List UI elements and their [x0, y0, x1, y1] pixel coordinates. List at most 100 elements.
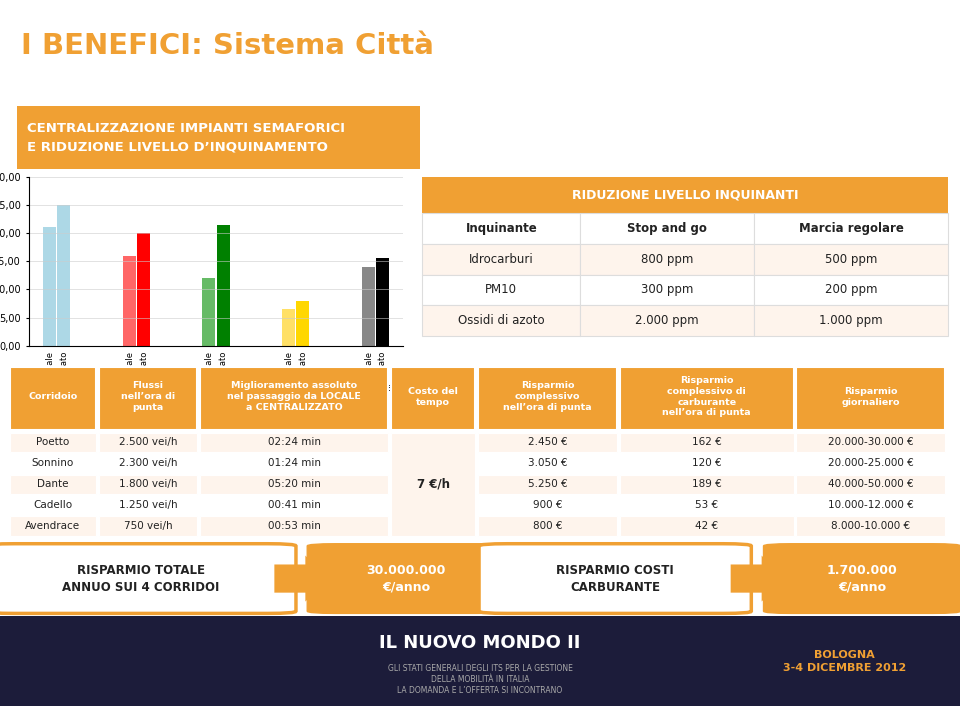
- Text: BOLOGNA
3-4 DICEMBRE 2012: BOLOGNA 3-4 DICEMBRE 2012: [783, 650, 906, 673]
- Text: Dante: Dante: [201, 383, 231, 393]
- Text: 02:24 min: 02:24 min: [268, 438, 321, 448]
- FancyBboxPatch shape: [478, 454, 617, 473]
- Text: Marcia regolare: Marcia regolare: [799, 222, 903, 235]
- Text: 5.250 €: 5.250 €: [528, 479, 567, 489]
- FancyBboxPatch shape: [422, 176, 948, 213]
- Text: 800 ppm: 800 ppm: [641, 253, 693, 265]
- Text: 00:41 min: 00:41 min: [268, 500, 321, 510]
- Text: Costo del
tempo: Costo del tempo: [408, 387, 458, 407]
- FancyBboxPatch shape: [797, 517, 945, 536]
- FancyBboxPatch shape: [479, 544, 752, 614]
- Bar: [58, 205, 70, 346]
- FancyBboxPatch shape: [620, 474, 794, 493]
- FancyBboxPatch shape: [797, 474, 945, 493]
- Text: 1.700.000
€/anno: 1.700.000 €/anno: [827, 563, 898, 594]
- FancyBboxPatch shape: [99, 366, 198, 430]
- FancyBboxPatch shape: [478, 474, 617, 493]
- FancyBboxPatch shape: [201, 366, 388, 430]
- Text: Sonnino: Sonnino: [115, 383, 157, 393]
- FancyBboxPatch shape: [0, 616, 960, 706]
- Text: Risparmio
complessivo
nell’ora di punta: Risparmio complessivo nell’ora di punta: [503, 381, 592, 412]
- FancyBboxPatch shape: [580, 244, 754, 275]
- FancyBboxPatch shape: [580, 275, 754, 305]
- FancyBboxPatch shape: [754, 213, 948, 244]
- Text: 40.000-50.000 €: 40.000-50.000 €: [828, 479, 913, 489]
- FancyBboxPatch shape: [201, 474, 388, 493]
- Bar: [123, 256, 135, 346]
- FancyBboxPatch shape: [99, 496, 198, 515]
- FancyBboxPatch shape: [10, 496, 96, 515]
- FancyBboxPatch shape: [797, 366, 945, 430]
- FancyBboxPatch shape: [391, 366, 475, 430]
- Text: 500 ppm: 500 ppm: [825, 253, 877, 265]
- Text: 2.500 vei/h: 2.500 vei/h: [119, 438, 178, 448]
- Text: 1.250 vei/h: 1.250 vei/h: [119, 500, 178, 510]
- Text: Miglioramento assoluto
nel passaggio da LOCALE
a CENTRALIZZATO: Miglioramento assoluto nel passaggio da …: [228, 381, 361, 412]
- Text: 750 vei/h: 750 vei/h: [124, 521, 173, 531]
- Text: 162 €: 162 €: [692, 438, 722, 448]
- Text: Idrocarburi: Idrocarburi: [468, 253, 534, 265]
- FancyBboxPatch shape: [0, 544, 296, 614]
- Text: 120 €: 120 €: [692, 458, 722, 468]
- Text: Poetto: Poetto: [40, 383, 73, 393]
- FancyBboxPatch shape: [754, 244, 948, 275]
- FancyBboxPatch shape: [99, 517, 198, 536]
- FancyBboxPatch shape: [797, 496, 945, 515]
- FancyBboxPatch shape: [620, 517, 794, 536]
- FancyBboxPatch shape: [201, 517, 388, 536]
- Text: 900 €: 900 €: [533, 500, 563, 510]
- Text: 01:24 min: 01:24 min: [268, 458, 321, 468]
- FancyBboxPatch shape: [201, 496, 388, 515]
- FancyBboxPatch shape: [478, 366, 617, 430]
- Text: GLI STATI GENERALI DEGLI ITS PER LA GESTIONE
DELLA MOBILITÀ IN ITALIA
LA DOMANDA: GLI STATI GENERALI DEGLI ITS PER LA GEST…: [388, 664, 572, 695]
- Text: RIDUZIONE LIVELLO INQUINANTI: RIDUZIONE LIVELLO INQUINANTI: [572, 189, 799, 201]
- FancyBboxPatch shape: [580, 213, 754, 244]
- Text: 10.000-12.000 €: 10.000-12.000 €: [828, 500, 913, 510]
- Bar: [376, 258, 389, 346]
- FancyBboxPatch shape: [99, 433, 198, 452]
- Text: Flussi
nell’ora di
punta: Flussi nell’ora di punta: [121, 381, 175, 412]
- Text: 300 ppm: 300 ppm: [641, 283, 693, 297]
- Text: Poetto: Poetto: [36, 438, 69, 448]
- Text: 42 €: 42 €: [695, 521, 718, 531]
- Bar: [282, 309, 295, 346]
- Text: 00:53 min: 00:53 min: [268, 521, 321, 531]
- FancyBboxPatch shape: [478, 433, 617, 452]
- Text: 2.300 vei/h: 2.300 vei/h: [119, 458, 178, 468]
- Text: CENTRALIZZAZIONE IMPIANTI SEMAFORICI
E RIDUZIONE LIVELLO D’INQUINAMENTO: CENTRALIZZAZIONE IMPIANTI SEMAFORICI E R…: [27, 122, 346, 153]
- FancyBboxPatch shape: [620, 454, 794, 473]
- Text: Corridoio: Corridoio: [28, 393, 78, 401]
- FancyBboxPatch shape: [797, 433, 945, 452]
- Text: 7 €/h: 7 €/h: [417, 478, 449, 491]
- Text: 1.800 vei/h: 1.800 vei/h: [119, 479, 178, 489]
- FancyBboxPatch shape: [620, 496, 794, 515]
- Text: Stop and go: Stop and go: [627, 222, 707, 235]
- FancyBboxPatch shape: [10, 433, 96, 452]
- FancyBboxPatch shape: [797, 454, 945, 473]
- Text: Cadello: Cadello: [34, 500, 72, 510]
- FancyBboxPatch shape: [422, 305, 580, 335]
- Text: Avendrace: Avendrace: [25, 521, 81, 531]
- FancyBboxPatch shape: [754, 305, 948, 335]
- FancyBboxPatch shape: [307, 544, 504, 614]
- FancyBboxPatch shape: [754, 275, 948, 305]
- Text: 1.000 ppm: 1.000 ppm: [819, 313, 883, 327]
- FancyBboxPatch shape: [391, 433, 475, 536]
- FancyBboxPatch shape: [580, 305, 754, 335]
- Bar: [203, 278, 215, 346]
- Text: 20.000-30.000 €: 20.000-30.000 €: [828, 438, 913, 448]
- FancyBboxPatch shape: [17, 106, 420, 169]
- FancyBboxPatch shape: [422, 213, 580, 244]
- Text: 53 €: 53 €: [695, 500, 718, 510]
- FancyBboxPatch shape: [422, 244, 580, 275]
- FancyBboxPatch shape: [620, 366, 794, 430]
- Text: Ossidi di azoto: Ossidi di azoto: [458, 313, 544, 327]
- FancyBboxPatch shape: [201, 454, 388, 473]
- Text: 05:20 min: 05:20 min: [268, 479, 321, 489]
- FancyBboxPatch shape: [10, 454, 96, 473]
- FancyArrow shape: [731, 556, 785, 602]
- Text: Sonnino: Sonnino: [32, 458, 74, 468]
- FancyBboxPatch shape: [201, 433, 388, 452]
- Bar: [217, 225, 229, 346]
- FancyBboxPatch shape: [99, 474, 198, 493]
